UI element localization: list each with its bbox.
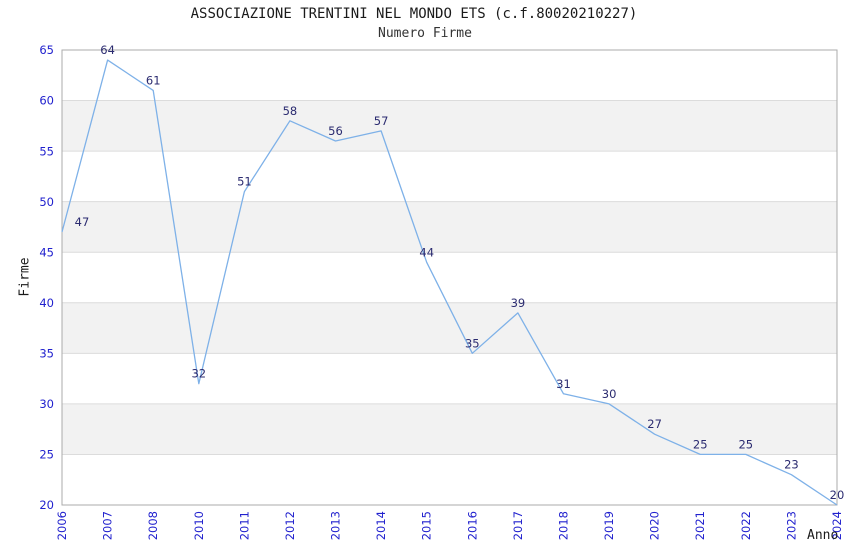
x-tick-label: 2020 <box>648 511 662 540</box>
chart-subtitle: Numero Firme <box>378 26 472 41</box>
x-tick-label: 2024 <box>830 511 844 540</box>
point-label: 25 <box>693 437 708 451</box>
y-tick-label: 25 <box>39 448 54 462</box>
y-tick-label: 45 <box>39 245 54 259</box>
x-tick-label: 2007 <box>101 511 115 540</box>
point-label: 20 <box>830 488 845 502</box>
x-tick-label: 2012 <box>283 511 297 540</box>
point-label: 25 <box>738 437 753 451</box>
chart-title: ASSOCIAZIONE TRENTINI NEL MONDO ETS (c.f… <box>190 6 638 22</box>
y-tick-label: 60 <box>39 94 54 108</box>
series-line <box>61 59 838 506</box>
x-tick-label: 2018 <box>557 511 571 540</box>
point-label: 61 <box>146 73 161 87</box>
x-tick-label: 2023 <box>784 511 798 540</box>
x-tick-label: 2014 <box>374 511 388 540</box>
grid-band <box>62 100 837 152</box>
x-axis-title: Anno <box>807 528 839 543</box>
x-tick-label: 2013 <box>329 511 343 540</box>
point-label: 47 <box>75 215 90 229</box>
y-tick-label: 55 <box>39 144 54 158</box>
grid-band <box>62 201 837 253</box>
point-label: 57 <box>374 114 389 128</box>
y-tick-label: 65 <box>39 43 54 57</box>
plot-border <box>61 49 838 506</box>
x-tick-label: 2006 <box>55 511 69 540</box>
x-tick-label: 2010 <box>192 511 206 540</box>
x-tick-label: 2015 <box>420 511 434 540</box>
x-tick-label: 2017 <box>511 511 525 540</box>
point-label: 51 <box>237 175 252 189</box>
point-label: 27 <box>647 417 662 431</box>
y-tick-label: 35 <box>39 346 54 360</box>
y-tick-label: 30 <box>39 397 54 411</box>
point-label: 56 <box>328 124 343 138</box>
point-label: 64 <box>100 43 115 57</box>
point-label: 58 <box>283 104 298 118</box>
x-tick-label: 2022 <box>739 511 753 540</box>
y-axis-title: Firme <box>17 257 33 297</box>
point-label: 35 <box>465 336 480 350</box>
point-label: 44 <box>419 245 434 259</box>
y-tick-label: 50 <box>39 195 54 209</box>
point-label: 39 <box>511 296 526 310</box>
x-tick-label: 2019 <box>602 511 616 540</box>
x-tick-label: 2021 <box>693 511 707 540</box>
point-label: 30 <box>602 387 617 401</box>
grid-band <box>62 403 837 455</box>
y-tick-label: 40 <box>39 296 54 310</box>
y-tick-label: 20 <box>39 498 54 512</box>
x-tick-label: 2016 <box>465 511 479 540</box>
point-label: 31 <box>556 377 571 391</box>
x-tick-label: 2011 <box>237 511 251 540</box>
point-label: 32 <box>191 367 206 381</box>
x-tick-label: 2008 <box>146 511 160 540</box>
grid-band <box>62 302 837 354</box>
point-label: 23 <box>784 458 799 472</box>
